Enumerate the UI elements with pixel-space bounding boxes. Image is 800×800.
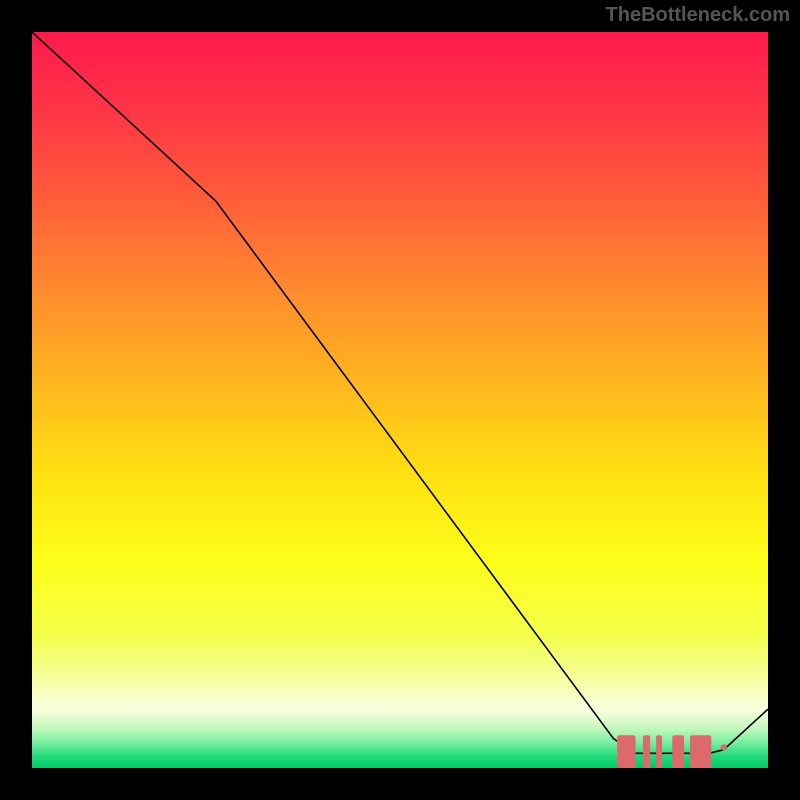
marker-series [617, 735, 727, 768]
chart-container: TheBottleneck.com [0, 0, 800, 800]
marker-segment [643, 735, 650, 768]
marker-segment [617, 735, 635, 768]
marker-segment [656, 735, 662, 768]
line-layer [32, 32, 768, 768]
marker-dot [721, 744, 727, 750]
main-series-line [32, 32, 768, 753]
marker-segment [690, 735, 711, 768]
plot-area [32, 32, 768, 768]
marker-segment [672, 735, 684, 768]
watermark-text: TheBottleneck.com [606, 4, 790, 27]
